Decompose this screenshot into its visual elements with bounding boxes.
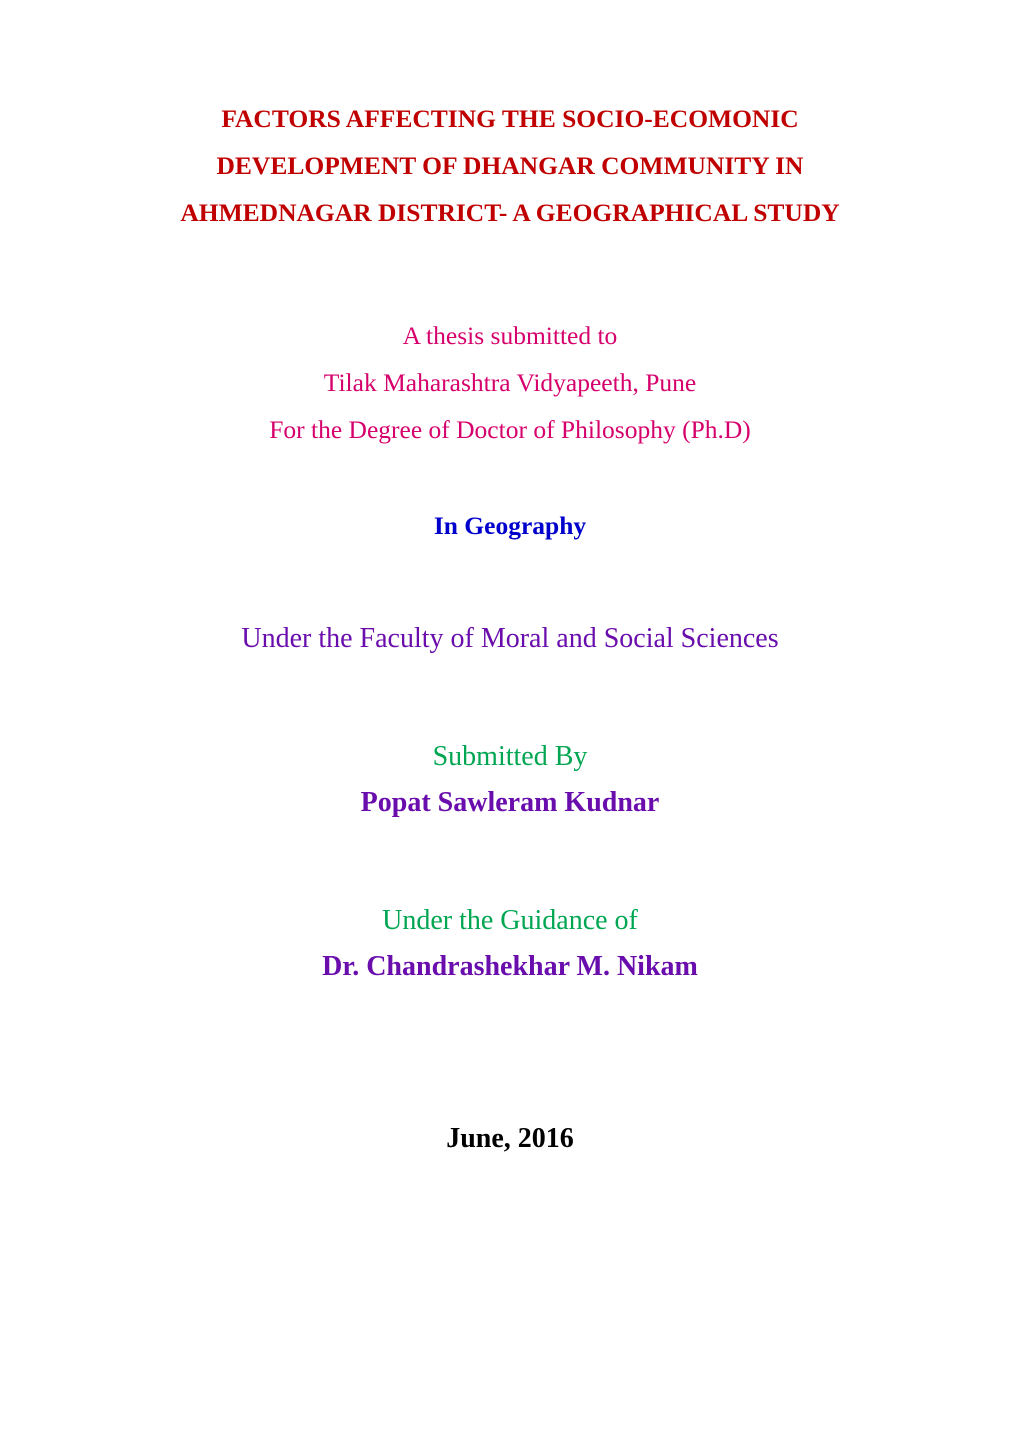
submitted-to-line-2: Tilak Maharashtra Vidyapeeth, Pune — [95, 359, 925, 406]
subject: In Geography — [95, 511, 925, 541]
submitted-to-block: A thesis submitted to Tilak Maharashtra … — [95, 312, 925, 454]
thesis-date: June, 2016 — [95, 1123, 925, 1155]
title-line-2: DEVELOPMENT OF DHANGAR COMMUNITY IN — [95, 142, 925, 189]
submitted-by-label: Submitted By — [95, 741, 925, 773]
guide-name: Dr. Chandrashekhar M. Nikam — [95, 951, 925, 983]
title-line-1: FACTORS AFFECTING THE SOCIO-ECOMONIC — [95, 95, 925, 142]
guidance-label: Under the Guidance of — [95, 905, 925, 937]
title-line-3: AHMEDNAGAR DISTRICT- A GEOGRAPHICAL STUD… — [95, 189, 925, 236]
submitted-to-line-3: For the Degree of Doctor of Philosophy (… — [95, 406, 925, 453]
submitted-to-line-1: A thesis submitted to — [95, 312, 925, 359]
thesis-title: FACTORS AFFECTING THE SOCIO-ECOMONIC DEV… — [95, 95, 925, 237]
faculty: Under the Faculty of Moral and Social Sc… — [95, 623, 925, 655]
author-name: Popat Sawleram Kudnar — [95, 787, 925, 819]
